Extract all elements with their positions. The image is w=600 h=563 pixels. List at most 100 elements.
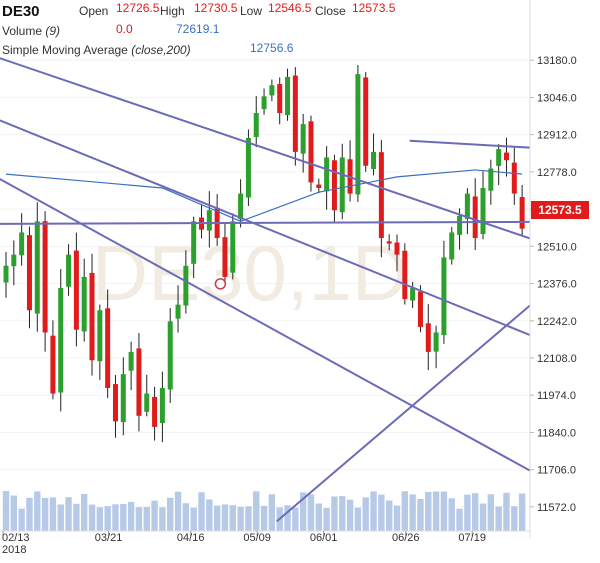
candle-body <box>58 288 64 393</box>
volume-bar <box>448 498 455 531</box>
candle <box>363 72 369 172</box>
y-tick-label: 11974.0 <box>537 390 576 402</box>
candle-series <box>3 65 525 443</box>
close-value: 12573.5 <box>352 1 396 15</box>
volume-label: Volume (9) <box>2 24 60 38</box>
legend-header: DE30 Open 12726.5 High 12730.5 Low 12546… <box>2 1 396 57</box>
candle-body <box>50 335 56 394</box>
candle <box>50 320 56 400</box>
candle <box>97 304 103 380</box>
volume-bar <box>65 497 72 531</box>
candle-body <box>472 196 478 238</box>
volume-bar <box>299 492 307 531</box>
candle <box>277 77 283 125</box>
volume-bar <box>198 492 205 531</box>
candle-body <box>42 221 48 333</box>
candle-body <box>261 96 267 110</box>
volume-bar <box>432 491 440 531</box>
candle-body <box>206 210 212 231</box>
candle-body <box>464 193 470 219</box>
y-tick-label: 12510.0 <box>537 241 577 253</box>
candle-body <box>519 197 525 229</box>
x-axis: 02/13 03/21 04/16 05/09 06/01 06/26 07/19 <box>2 531 486 544</box>
candle-body <box>488 168 494 191</box>
candle <box>269 79 275 102</box>
candle <box>34 202 40 332</box>
volume-bar <box>237 506 244 531</box>
volume-bar <box>112 504 119 531</box>
candle <box>324 146 330 210</box>
close-label: Close <box>315 4 346 18</box>
candle <box>480 171 486 240</box>
candle <box>3 252 9 298</box>
x-tick-label: 02/13 <box>2 532 30 544</box>
volume-bar <box>362 497 369 531</box>
candle-body <box>394 242 400 255</box>
candle <box>339 143 345 220</box>
candle-body <box>26 235 32 311</box>
candle-body <box>144 393 150 412</box>
volume-bar <box>143 506 150 531</box>
candle <box>425 304 431 371</box>
candle <box>105 289 111 399</box>
x-tick-label: 07/19 <box>458 532 486 544</box>
volume-bar <box>409 494 416 531</box>
x-axis-year: 2018 <box>2 544 26 556</box>
candle <box>371 133 377 176</box>
annotation-marker <box>214 278 227 290</box>
candle <box>394 234 400 272</box>
candle <box>42 211 48 352</box>
candle-body <box>230 221 236 273</box>
candle-body <box>183 265 189 306</box>
candle-body <box>378 152 384 238</box>
volume-bar <box>425 492 432 531</box>
volume-bar <box>307 494 315 531</box>
volume-bar <box>385 500 393 531</box>
candle-body <box>496 149 502 166</box>
candle <box>81 258 87 342</box>
candle-body <box>410 288 416 301</box>
candle-body <box>253 113 259 137</box>
candle-body <box>120 374 126 423</box>
candle <box>136 333 142 432</box>
candle-body <box>238 193 244 220</box>
volume-bar <box>292 507 299 531</box>
volume-bar <box>472 493 479 531</box>
candle-body <box>386 241 392 244</box>
candle <box>120 357 126 436</box>
candle <box>511 147 517 205</box>
candle-body <box>355 74 361 195</box>
volume-bar <box>88 504 96 531</box>
candle <box>112 374 118 438</box>
candle-body <box>308 121 314 183</box>
candle <box>238 179 244 228</box>
candle <box>441 240 447 344</box>
candle <box>292 67 298 166</box>
candle <box>496 144 502 186</box>
y-tick-label: 12912.0 <box>537 130 577 142</box>
x-tick-label: 04/16 <box>177 532 205 544</box>
sma-value: 12756.6 <box>250 41 294 55</box>
candle <box>26 226 32 329</box>
symbol-label: DE30 <box>2 3 40 20</box>
candle <box>89 253 95 376</box>
price-tag-text: 12573.5 <box>538 203 582 217</box>
volume-bar <box>213 505 221 531</box>
candle-body <box>81 276 87 332</box>
candle-body <box>316 184 322 188</box>
candle <box>417 285 423 333</box>
candle-body <box>480 188 486 234</box>
candle-body <box>73 250 79 330</box>
candle <box>472 178 478 251</box>
candle <box>73 232 79 347</box>
open-label: Open <box>79 4 108 18</box>
candle <box>378 139 384 258</box>
candle-body <box>433 332 439 352</box>
volume-bar <box>135 507 143 531</box>
candle-body <box>331 160 337 211</box>
candle <box>175 285 181 333</box>
volume-bar <box>440 491 448 531</box>
trendline <box>409 139 530 149</box>
candle <box>152 386 158 441</box>
